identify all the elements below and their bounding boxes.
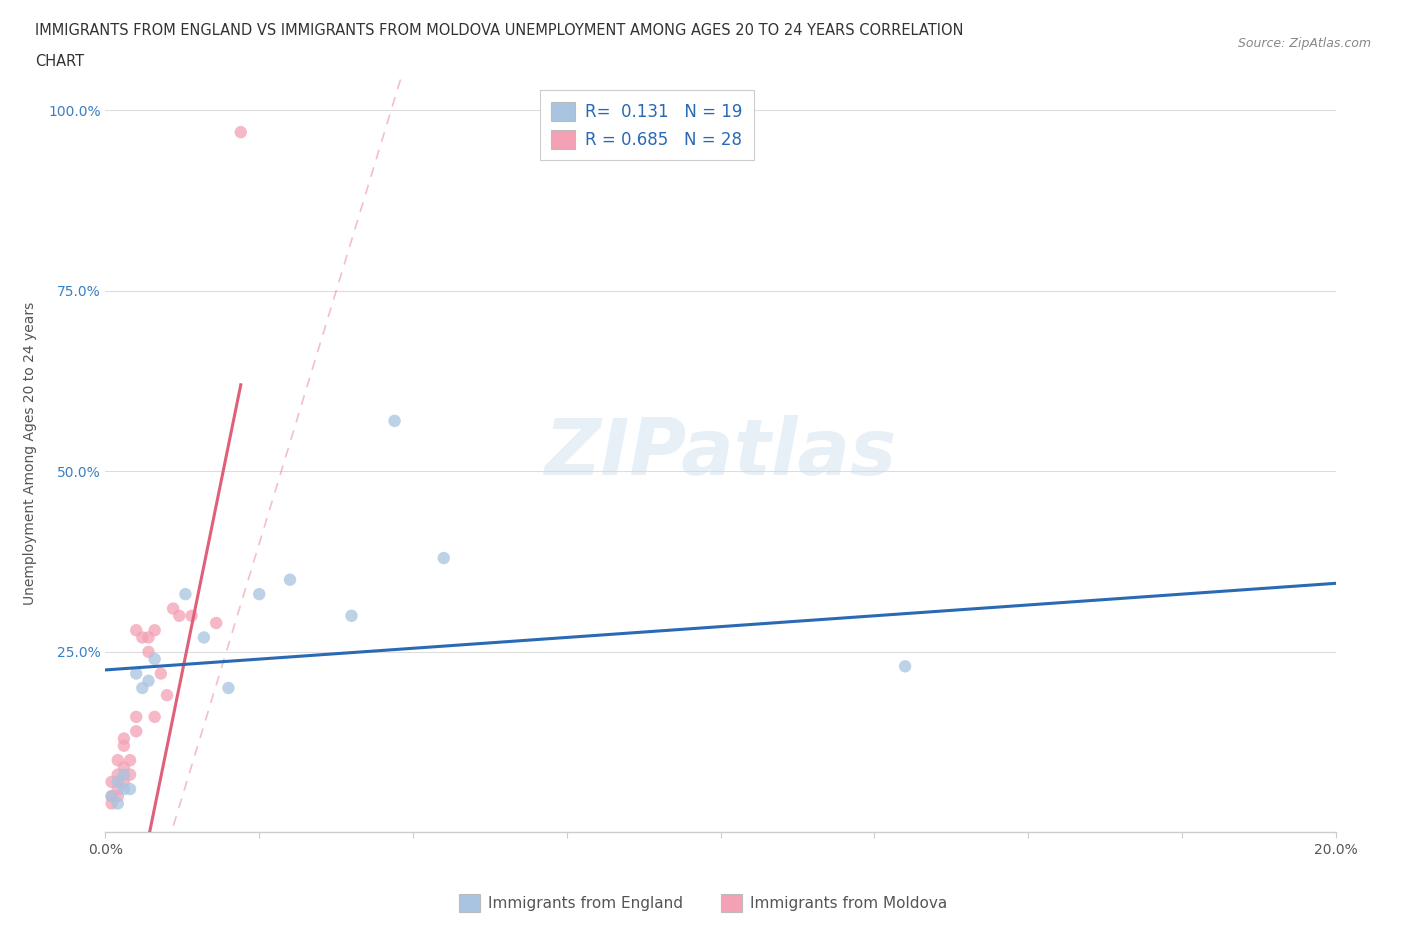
Point xyxy=(107,781,129,796)
Point xyxy=(112,731,135,746)
Text: ZIPatlas: ZIPatlas xyxy=(544,416,897,491)
Point xyxy=(174,587,197,602)
Point xyxy=(162,601,184,616)
Point xyxy=(131,681,153,696)
Point xyxy=(340,608,363,623)
Point xyxy=(125,666,148,681)
Point xyxy=(107,752,129,767)
Point xyxy=(112,738,135,753)
Point xyxy=(149,666,172,681)
Point xyxy=(278,572,301,587)
Point xyxy=(247,587,270,602)
Point xyxy=(107,775,129,790)
Point xyxy=(169,608,191,623)
Point xyxy=(107,789,129,804)
Point xyxy=(193,630,215,644)
Point xyxy=(138,673,160,688)
Point xyxy=(229,125,252,140)
Point xyxy=(143,710,166,724)
Point xyxy=(156,688,179,703)
Point xyxy=(143,652,166,667)
Point xyxy=(112,775,135,790)
Point xyxy=(107,767,129,782)
Point xyxy=(218,681,240,696)
Point xyxy=(120,767,141,782)
Point xyxy=(138,644,160,659)
Text: IMMIGRANTS FROM ENGLAND VS IMMIGRANTS FROM MOLDOVA UNEMPLOYMENT AMONG AGES 20 TO: IMMIGRANTS FROM ENGLAND VS IMMIGRANTS FR… xyxy=(35,23,963,38)
Point xyxy=(894,658,917,673)
Legend: R=  0.131   N = 19, R = 0.685   N = 28: R= 0.131 N = 19, R = 0.685 N = 28 xyxy=(540,90,754,161)
Point xyxy=(100,796,122,811)
Point xyxy=(107,796,129,811)
Point xyxy=(384,414,406,429)
Point xyxy=(100,789,122,804)
Point xyxy=(138,630,160,644)
Point xyxy=(112,760,135,775)
Point xyxy=(433,551,456,565)
Point xyxy=(205,616,228,631)
Point xyxy=(120,752,141,767)
Point xyxy=(100,775,122,790)
Point xyxy=(112,781,135,796)
Point xyxy=(112,767,135,782)
Y-axis label: Unemployment Among Ages 20 to 24 years: Unemployment Among Ages 20 to 24 years xyxy=(22,301,37,605)
Text: CHART: CHART xyxy=(35,54,84,69)
Point xyxy=(100,789,122,804)
Point xyxy=(125,710,148,724)
Point xyxy=(120,781,141,796)
Text: Source: ZipAtlas.com: Source: ZipAtlas.com xyxy=(1237,37,1371,50)
Point xyxy=(180,608,202,623)
Point xyxy=(125,623,148,638)
Legend: Immigrants from England, Immigrants from Moldova: Immigrants from England, Immigrants from… xyxy=(453,888,953,918)
Point xyxy=(143,623,166,638)
Point xyxy=(131,630,153,644)
Point xyxy=(125,724,148,738)
